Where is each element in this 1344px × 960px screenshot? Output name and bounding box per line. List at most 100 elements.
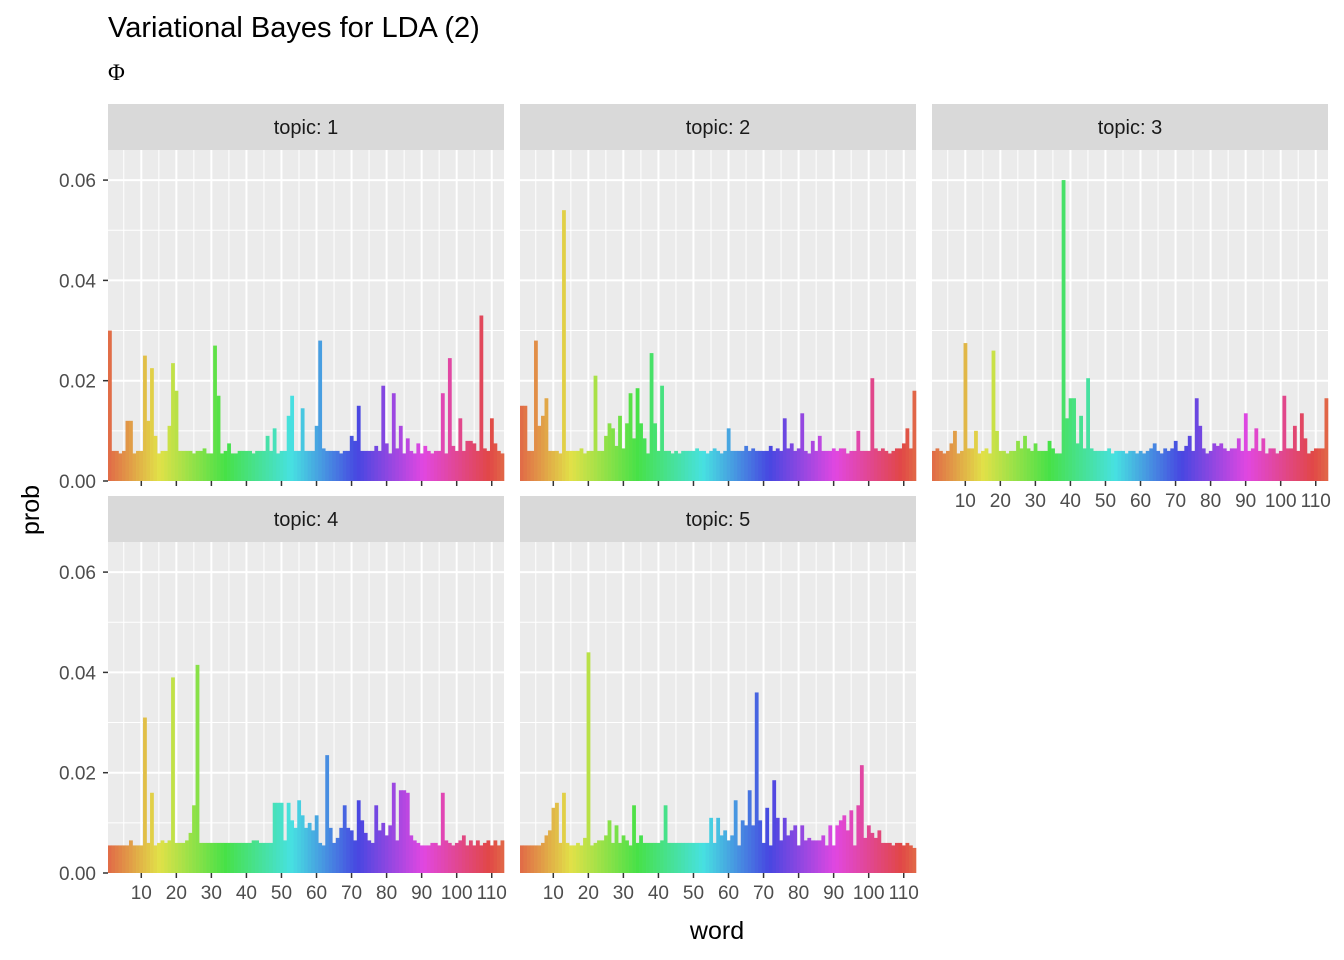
bar [695, 448, 700, 481]
bar [782, 418, 787, 481]
bar [1030, 450, 1034, 481]
bar [849, 810, 854, 873]
x-tick-label: 80 [376, 883, 397, 904]
bar [1163, 448, 1168, 481]
bar [188, 450, 193, 481]
bar [628, 845, 633, 873]
bar [663, 805, 668, 873]
bar [604, 835, 608, 873]
bar [887, 842, 892, 873]
bar [258, 450, 263, 481]
bar [472, 845, 477, 873]
y-tick-label: 0.06 [59, 171, 96, 192]
bar [870, 378, 875, 481]
bar [842, 448, 847, 481]
bar [122, 450, 126, 481]
bar [677, 453, 682, 481]
x-tick-label: 90 [1235, 491, 1256, 512]
bar [279, 450, 284, 481]
bar [108, 845, 112, 873]
bar [174, 390, 179, 481]
bar [537, 845, 542, 873]
bar [621, 448, 626, 481]
bar [1019, 448, 1024, 481]
bar [1047, 440, 1052, 481]
bar [649, 842, 654, 873]
bar [1177, 450, 1182, 481]
bar [125, 845, 130, 873]
bar [377, 830, 382, 873]
bar [684, 450, 689, 481]
bar [625, 423, 629, 481]
bar [465, 845, 470, 873]
bar [880, 842, 885, 873]
bar [367, 840, 372, 873]
bar [590, 450, 594, 481]
y-tick-label: 0.00 [59, 472, 96, 493]
bar [898, 842, 903, 873]
bar [153, 845, 158, 873]
bar [283, 840, 288, 873]
bar [433, 842, 438, 873]
bar [520, 405, 524, 481]
bar [859, 765, 864, 873]
bar [894, 448, 899, 481]
bar [614, 445, 619, 481]
bar [754, 692, 759, 873]
bar [614, 825, 619, 873]
bar [265, 435, 270, 481]
bar [761, 842, 766, 873]
bar [370, 450, 375, 481]
bar [527, 450, 531, 481]
bar [430, 842, 435, 873]
x-tick-label: 20 [166, 883, 187, 904]
bar [555, 450, 559, 481]
facet-strip [932, 104, 1328, 150]
bar [688, 450, 693, 481]
bar [551, 807, 556, 873]
bar [705, 453, 710, 481]
x-tick-label: 50 [1095, 491, 1116, 512]
bar [248, 842, 252, 873]
bar [1072, 398, 1076, 481]
bar [409, 835, 414, 873]
x-tick-label: 30 [613, 883, 634, 904]
bar [677, 842, 682, 873]
x-tick-label: 70 [341, 883, 362, 904]
bar [262, 450, 266, 481]
bar [1075, 443, 1080, 481]
bar [1194, 398, 1199, 481]
chart-title: Variational Bayes for LDA (2) [108, 12, 480, 44]
bar [1254, 428, 1259, 481]
bar [541, 415, 545, 481]
bar [1166, 450, 1171, 481]
bar [908, 448, 913, 481]
facet-strip [108, 496, 504, 542]
bar [475, 840, 480, 873]
bar [1068, 398, 1073, 481]
bar [1089, 448, 1094, 481]
bar [660, 840, 664, 873]
bar [607, 423, 612, 481]
bar [1138, 450, 1143, 481]
bar [454, 842, 459, 873]
bar [635, 842, 640, 873]
bar [796, 448, 801, 481]
bar [544, 398, 549, 481]
bar [884, 450, 889, 481]
bar [691, 842, 696, 873]
bar [1198, 425, 1203, 481]
bar [125, 420, 130, 481]
bar [129, 420, 133, 481]
bar [178, 842, 182, 873]
bar [856, 805, 861, 873]
bar [1180, 450, 1185, 481]
bar [388, 825, 393, 873]
y-tick-label: 0.00 [59, 864, 96, 885]
bar [894, 842, 899, 873]
bar [468, 840, 473, 873]
bar [845, 830, 850, 873]
bar [143, 717, 147, 873]
bar [1219, 443, 1224, 481]
x-axis-title: word [689, 917, 744, 945]
